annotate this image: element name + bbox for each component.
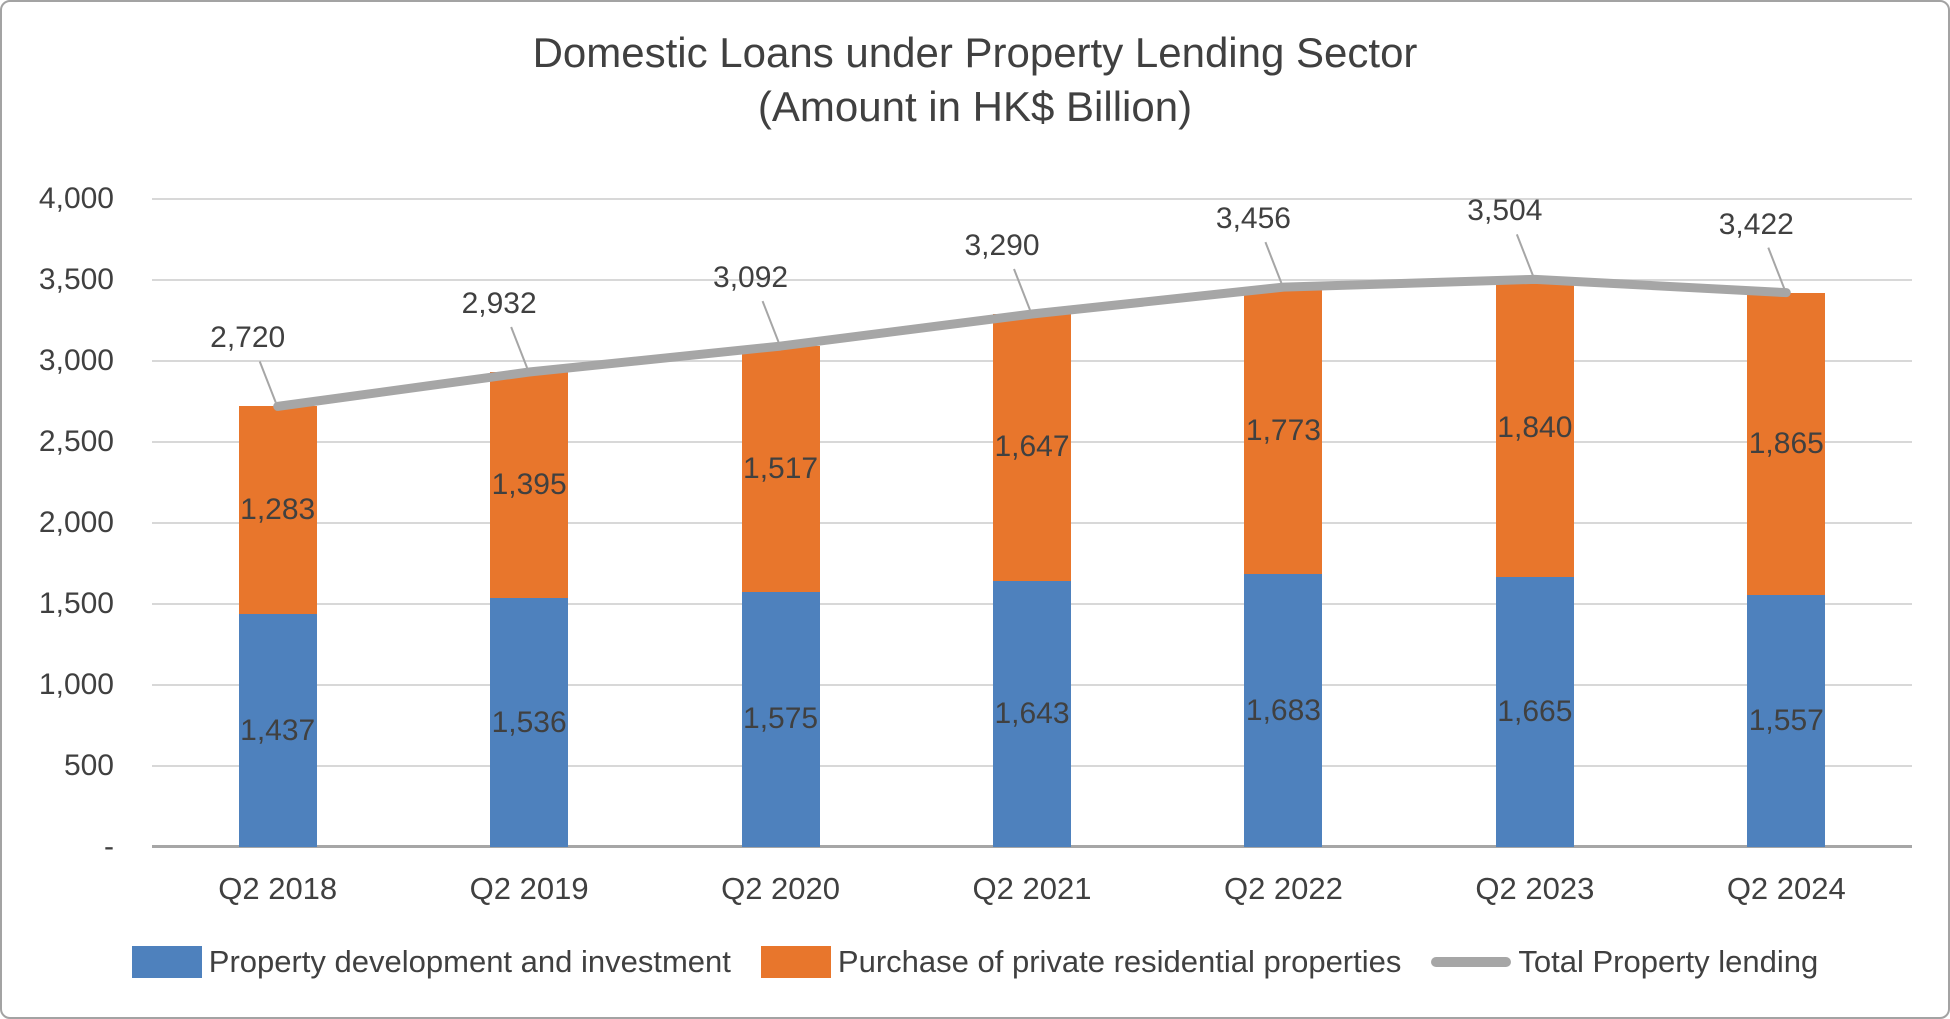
chart-title-line1: Domestic Loans under Property Lending Se… — [532, 29, 1418, 76]
bar-stack: 1,647 1,643 — [993, 314, 1071, 847]
label-leader-line — [1515, 233, 1534, 276]
total-value-label: 2,932 — [461, 287, 537, 321]
bar-value-label: 1,665 — [1497, 695, 1573, 729]
y-axis-tick-label: 1,500 — [38, 587, 114, 620]
total-value-label: 3,422 — [1718, 207, 1794, 241]
bar-segment-property-development: 1,665 — [1495, 577, 1574, 847]
bar-segment-property-development: 1,683 — [1244, 574, 1323, 847]
bar-segment-property-development: 1,643 — [993, 580, 1071, 847]
legend-item-residential-purchase: Purchase of private residential properti… — [760, 944, 1402, 980]
x-axis-tick-label: Q2 2022 — [1223, 871, 1343, 906]
x-axis-tick-label: Q2 2018 — [218, 871, 338, 906]
bar-segment-residential-purchase: 1,773 — [1244, 287, 1323, 575]
legend-item-property-development: Property development and investment — [131, 944, 731, 980]
bar-stack: 1,517 1,575 — [741, 346, 820, 847]
bar-stack: 1,395 1,536 — [490, 372, 569, 847]
total-value-label: 3,456 — [1215, 202, 1291, 236]
y-axis-tick-label: - — [104, 830, 114, 863]
bar-value-label: 1,865 — [1748, 426, 1824, 460]
bar-segment-residential-purchase: 1,395 — [490, 372, 569, 599]
bar-value-label: 1,517 — [743, 451, 819, 485]
total-value-label: 3,504 — [1467, 194, 1543, 228]
y-axis-tick-label: 1,000 — [38, 668, 114, 701]
total-value-label: 3,092 — [713, 261, 789, 295]
y-axis-tick-label: 500 — [63, 749, 114, 782]
bar-segment-residential-purchase: 1,840 — [1495, 279, 1574, 578]
bar-value-label: 1,647 — [994, 430, 1070, 464]
bar-segment-residential-purchase: 1,517 — [741, 346, 820, 592]
bar-segment-residential-purchase: 1,865 — [1747, 292, 1826, 595]
bar-stack: 1,773 1,683 — [1244, 287, 1323, 847]
total-line-layer — [258, 233, 1791, 411]
x-axis-tick-label: Q2 2021 — [972, 871, 1092, 906]
x-axis-tick-label: Q2 2024 — [1726, 871, 1846, 906]
gridline — [152, 279, 1912, 281]
bar-value-label: 1,395 — [491, 468, 567, 502]
bar-value-label: 1,683 — [1245, 693, 1321, 727]
label-leader-line — [510, 326, 529, 369]
legend: Property development and investment Purc… — [2, 944, 1948, 980]
y-axis-tick-label: 2,000 — [38, 506, 114, 539]
legend-label-residential-purchase: Purchase of private residential properti… — [837, 944, 1402, 979]
bar-value-label: 1,283 — [240, 493, 316, 527]
gridline — [152, 198, 1912, 200]
x-axis-tick-label: Q2 2019 — [469, 871, 589, 906]
bar-stack: 1,865 1,557 — [1747, 292, 1826, 847]
label-leader-line — [761, 300, 780, 343]
chart-title-line2: (Amount in HK$ Billion) — [757, 83, 1193, 130]
bar-segment-property-development: 1,557 — [1747, 594, 1826, 847]
legend-swatch-orange-icon — [760, 946, 831, 978]
bar-segment-property-development: 1,575 — [741, 591, 820, 847]
x-axis-tick-label: Q2 2020 — [721, 871, 841, 906]
y-axis: - 500 1,000 1,500 2,000 2,500 3,000 3,500 4,000 — [2, 182, 114, 863]
bar-value-label: 1,643 — [994, 696, 1070, 730]
x-axis: Q2 2018 Q2 2019 Q2 2020 Q2 2021 Q2 2022 Q2 20… — [152, 847, 1912, 907]
bar-value-label: 1,536 — [491, 705, 567, 739]
y-axis-tick-label: 4,000 — [38, 182, 114, 215]
total-value-label: 3,290 — [964, 229, 1040, 263]
label-leader-line — [1264, 241, 1283, 284]
total-value-label: 2,720 — [210, 321, 286, 355]
chart-title: Domestic Loans under Property Lending Se… — [2, 26, 1948, 134]
total-property-lending-line — [273, 274, 1791, 411]
legend-swatch-gray-line-icon — [1431, 957, 1512, 967]
legend-swatch-blue-icon — [131, 946, 202, 978]
bar-value-label: 1,557 — [1748, 703, 1824, 737]
legend-item-total-lending: Total Property lending — [1431, 944, 1818, 980]
bar-value-label: 1,437 — [240, 713, 316, 747]
x-axis-tick-label: Q2 2023 — [1475, 871, 1595, 906]
label-leader-line — [1013, 268, 1031, 311]
legend-label-property-development: Property development and investment — [208, 944, 731, 979]
label-leader-line — [258, 360, 277, 403]
legend-label-total-lending: Total Property lending — [1518, 944, 1819, 979]
y-axis-tick-label: 3,000 — [38, 344, 114, 377]
bar-segment-residential-purchase: 1,283 — [238, 406, 317, 615]
bar-value-label: 1,773 — [1245, 413, 1321, 447]
bar-stack: 1,283 1,437 — [238, 406, 317, 847]
bar-value-label: 1,840 — [1497, 411, 1573, 445]
bar-segment-residential-purchase: 1,647 — [993, 314, 1071, 581]
bar-segment-property-development: 1,437 — [238, 614, 317, 847]
bar-segment-property-development: 1,536 — [490, 598, 569, 847]
label-leader-line — [1767, 247, 1786, 289]
plot-area: 1,283 1,437 1,395 1,536 1,517 1,575 1,647 1,643… — [152, 194, 1912, 848]
bar-value-label: 1,575 — [743, 702, 819, 736]
y-axis-tick-label: 3,500 — [38, 263, 114, 296]
y-axis-tick-label: 2,500 — [38, 425, 114, 458]
bar-stack: 1,840 1,665 — [1495, 279, 1574, 847]
